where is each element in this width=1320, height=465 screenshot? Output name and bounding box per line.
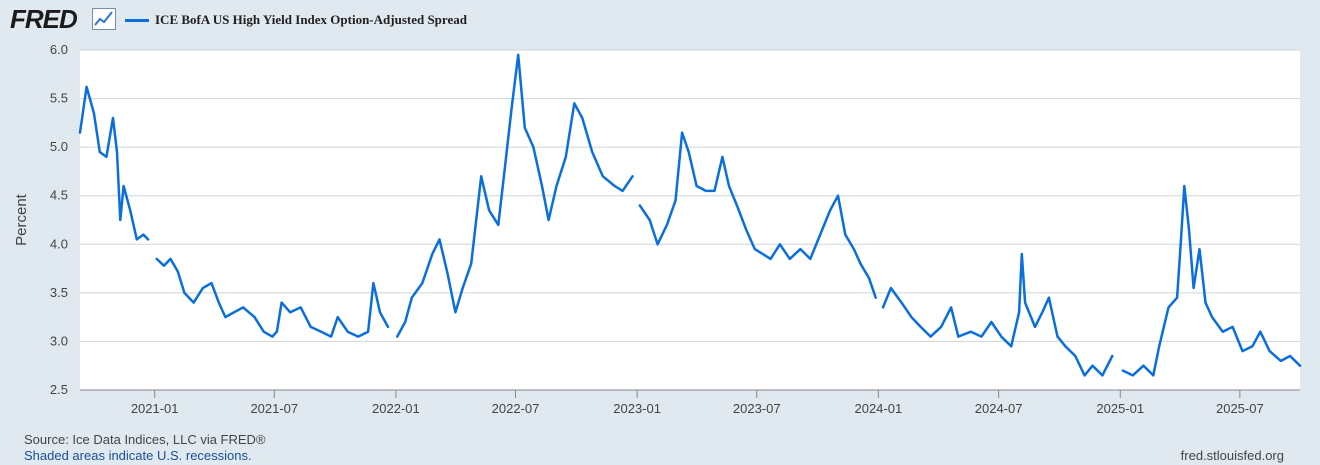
x-tick-label: 2021-01 xyxy=(131,401,179,416)
y-tick-label: 5.0 xyxy=(50,139,68,154)
x-tick-label: 2025-01 xyxy=(1096,401,1144,416)
recessions-note[interactable]: Shaded areas indicate U.S. recessions. xyxy=(24,448,252,463)
y-tick-label: 4.5 xyxy=(50,188,68,203)
series-line xyxy=(78,85,150,241)
line-chart: 2021-01 2021-07 2022-01 2022-07 2023-01 2023-… xyxy=(13,42,1302,416)
y-tick-label: 3.0 xyxy=(50,333,68,348)
plot-area xyxy=(80,50,1300,390)
line-chart-icon xyxy=(92,8,116,30)
x-tick-label: 2024-01 xyxy=(854,401,902,416)
series-line xyxy=(881,252,1114,377)
series-line xyxy=(395,53,634,338)
series-line xyxy=(155,257,390,338)
y-tick-label: 3.5 xyxy=(50,285,68,300)
legend-label: ICE BofA US High Yield Index Option-Adju… xyxy=(155,12,467,27)
series-group xyxy=(78,53,1302,377)
y-tick-label: 5.5 xyxy=(50,91,68,106)
x-tick-label: 2023-07 xyxy=(733,401,781,416)
footer-source: Source: Ice Data Indices, LLC via FRED® … xyxy=(24,432,266,464)
x-tick-label: 2024-07 xyxy=(975,401,1023,416)
legend-swatch xyxy=(125,18,149,22)
x-tick-label: 2025-07 xyxy=(1216,401,1264,416)
site-url[interactable]: fred.stlouisfed.org xyxy=(1180,448,1284,463)
legend: ICE BofA US High Yield Index Option-Adju… xyxy=(125,12,467,28)
x-axis: 2021-01 2021-07 2022-01 2022-07 2023-01 2023-… xyxy=(80,389,1300,416)
x-tick-label: 2023-01 xyxy=(613,401,661,416)
chart-header: FRED ICE BofA US High Yield Index Option… xyxy=(0,0,1320,40)
fred-logo[interactable]: FRED xyxy=(10,4,78,34)
y-tick-label: 2.5 xyxy=(50,382,68,397)
y-tick-label: 4.0 xyxy=(50,236,68,251)
y-axis: 2.5 3.0 3.5 4.0 4.5 5.0 5.5 6.0 xyxy=(50,42,68,397)
series-line xyxy=(1121,184,1302,377)
x-tick-label: 2022-01 xyxy=(372,401,420,416)
x-tick-label: 2021-07 xyxy=(250,401,298,416)
y-tick-label: 6.0 xyxy=(50,42,68,57)
source-text: Source: Ice Data Indices, LLC via FRED® xyxy=(24,432,266,447)
series-line xyxy=(638,131,877,299)
y-axis-label: Percent xyxy=(13,193,30,246)
x-tick-label: 2022-07 xyxy=(492,401,540,416)
